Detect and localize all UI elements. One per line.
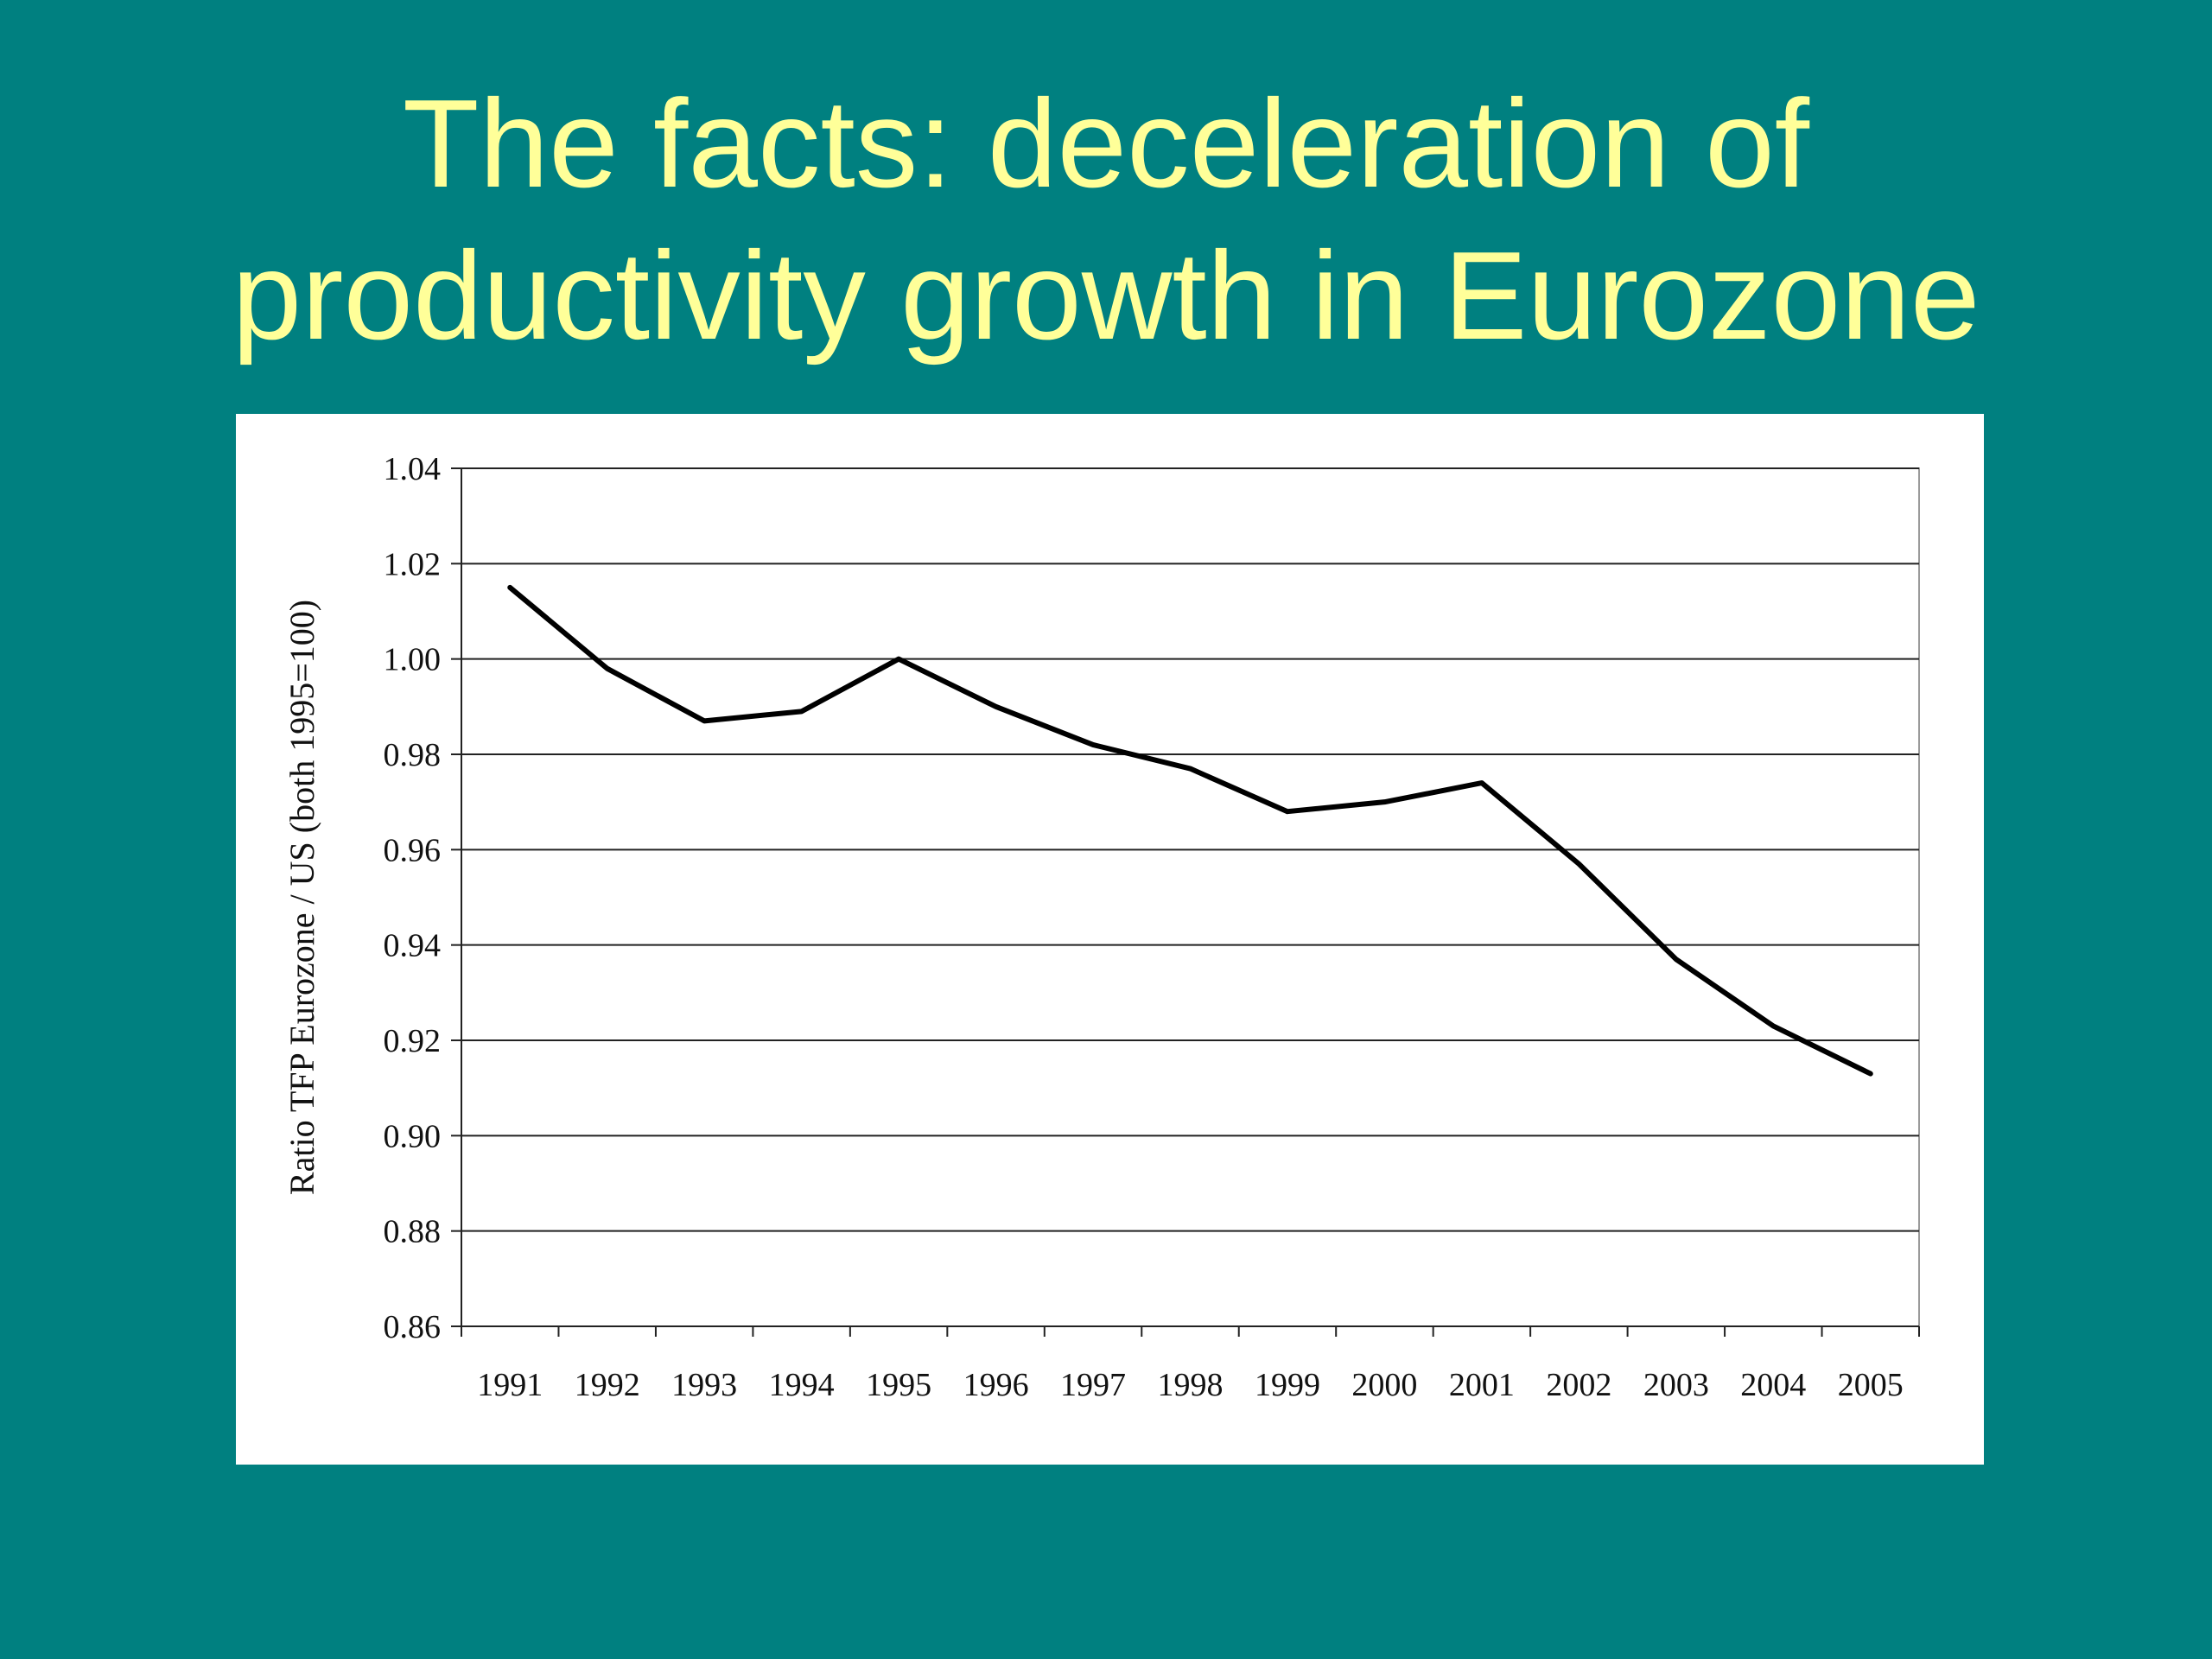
- data-point: [1577, 862, 1580, 866]
- x-tick-label: 1996: [963, 1367, 1029, 1403]
- data-point: [702, 719, 706, 722]
- y-tick-label: 0.92: [384, 1023, 442, 1059]
- slide-title-line-2: productivity growth in Eurozone: [232, 226, 1980, 365]
- data-point: [1091, 743, 1095, 747]
- data-point: [800, 709, 804, 713]
- x-tick-label: 2004: [1740, 1367, 1806, 1403]
- series-line: [507, 584, 1873, 1077]
- data-point: [508, 586, 512, 589]
- data-point: [1382, 800, 1386, 804]
- data-point: [606, 667, 609, 671]
- y-tick-label: 0.98: [384, 737, 442, 773]
- data-point: [1480, 781, 1484, 785]
- x-tick-label: 1999: [1255, 1367, 1320, 1403]
- x-tick-label: 2003: [1643, 1367, 1709, 1403]
- x-tick-label: 2005: [1838, 1367, 1904, 1403]
- chart-panel: 0.86 0.88 0.90 0.92 0.94 0.96 0.98 1.00 1.02 1.04…: [236, 414, 1984, 1465]
- y-tick-label: 1.04: [384, 451, 442, 487]
- data-point: [1286, 810, 1289, 813]
- plot-area-frame: [461, 467, 1920, 1327]
- data-point: [1869, 1072, 1872, 1076]
- x-tick-label: 2000: [1351, 1367, 1417, 1403]
- x-tick-label: 1993: [671, 1367, 737, 1403]
- slide-title-line-1: The facts: deceleration of: [402, 73, 1810, 213]
- y-tick-label: 0.96: [384, 832, 442, 868]
- x-tick-label: 1997: [1060, 1367, 1126, 1403]
- x-tick-label: 1994: [769, 1367, 835, 1403]
- slide-title: The facts: deceleration of productivity …: [0, 67, 2212, 372]
- y-tick-label: 0.90: [384, 1118, 442, 1154]
- data-point: [1675, 957, 1678, 961]
- y-tick-label: 0.88: [384, 1214, 442, 1250]
- x-tick-label: 1992: [575, 1367, 640, 1403]
- x-tick-label: 1991: [477, 1367, 543, 1403]
- x-tick-label: 2001: [1449, 1367, 1515, 1403]
- y-tick-label: 0.94: [384, 928, 442, 964]
- y-axis-title: Ratio TFP Eurozone / US (both 1995=100): [283, 600, 321, 1195]
- y-tick-label: 0.86: [384, 1309, 442, 1345]
- tfp-ratio-line-chart: 0.86 0.88 0.90 0.92 0.94 0.96 0.98 1.00 1.02 1.04…: [283, 451, 1920, 1403]
- data-point: [897, 658, 900, 661]
- y-tick-label: 1.00: [384, 642, 442, 678]
- x-tick-label: 1995: [866, 1367, 931, 1403]
- x-tick-label: 1998: [1158, 1367, 1224, 1403]
- data-point: [1189, 767, 1192, 771]
- x-tick-label: 2002: [1546, 1367, 1611, 1403]
- data-point: [995, 705, 998, 709]
- y-tick-label: 1.02: [384, 546, 442, 582]
- data-point: [1771, 1024, 1775, 1027]
